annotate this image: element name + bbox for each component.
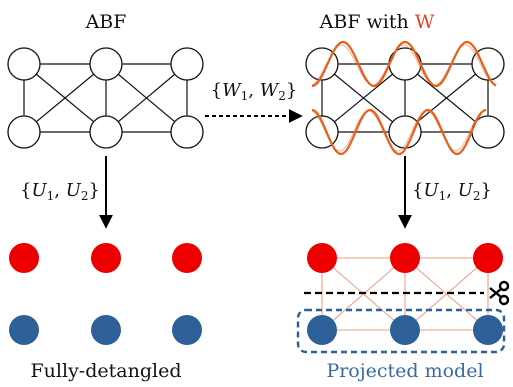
projection-box [296, 308, 506, 354]
lattice-edge [321, 63, 406, 133]
w-transform: {W1, W2} [205, 80, 303, 123]
wave-bottom-thin [311, 110, 487, 152]
w-set-label: {W1, W2} [211, 80, 298, 103]
blue-node [390, 315, 420, 345]
w-waves [311, 40, 497, 156]
abf-with-prefix: ABF with [319, 11, 415, 33]
u-transform-right: {U1, U2} [398, 156, 492, 229]
u-set-right-label: {U1, U2} [412, 180, 492, 203]
abf-title: ABF [85, 11, 127, 33]
wave-top [311, 40, 497, 88]
scissors-icon [489, 280, 510, 306]
red-node [91, 243, 121, 273]
lattice-node [170, 115, 204, 149]
blue-node [172, 315, 202, 345]
red-node [473, 243, 503, 273]
abf-w-nodes [305, 47, 505, 149]
lattice-node [170, 47, 204, 81]
lattice-node [7, 115, 41, 149]
blue-node [91, 315, 121, 345]
abf-with-w-title: ABF with W [319, 11, 435, 33]
projected-model-caption: Projected model [326, 360, 483, 382]
abf-nodes [7, 47, 204, 149]
blue-node [9, 315, 39, 345]
red-node [9, 243, 39, 273]
red-node [307, 243, 337, 273]
w-letter: W [415, 11, 435, 33]
fully-detangled-caption: Fully-detangled [31, 360, 182, 382]
lattice-node [89, 115, 123, 149]
red-node [390, 243, 420, 273]
u-set-left-label: {U1, U2} [20, 180, 100, 203]
projected-blue-nodes [307, 315, 503, 345]
detangled-nodes [9, 243, 202, 345]
wave-top-thin [311, 44, 497, 86]
lattice-node [388, 115, 422, 149]
scissors-ring [498, 294, 510, 306]
lattice-node [7, 47, 41, 81]
blue-node [307, 315, 337, 345]
red-node [172, 243, 202, 273]
lattice-edge [105, 63, 188, 133]
u-transform-left: {U1, U2} [20, 156, 113, 229]
scissors-ring [498, 280, 510, 292]
lattice-node [89, 47, 123, 81]
projected-red-nodes [307, 243, 503, 273]
w-waves-thin [311, 44, 497, 152]
scissors-blade [489, 287, 502, 298]
blue-node [473, 315, 503, 345]
lattice-edge [404, 257, 489, 331]
lattice-edge [23, 63, 107, 133]
wave-bottom [311, 108, 487, 156]
